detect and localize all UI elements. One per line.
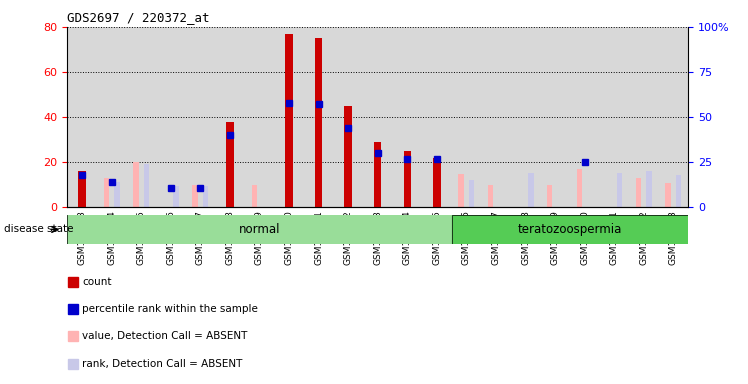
Bar xyxy=(174,186,179,207)
Text: percentile rank within the sample: percentile rank within the sample xyxy=(82,304,258,314)
Bar xyxy=(374,142,381,207)
Text: GDS2697 / 220372_at: GDS2697 / 220372_at xyxy=(67,12,210,25)
Bar xyxy=(676,175,681,207)
Bar xyxy=(636,178,641,207)
Bar xyxy=(126,27,156,207)
Bar xyxy=(528,173,533,207)
Bar xyxy=(433,158,441,207)
Bar xyxy=(79,171,86,207)
Text: rank, Detection Call = ABSENT: rank, Detection Call = ABSENT xyxy=(82,359,242,369)
Bar xyxy=(459,174,464,207)
Bar xyxy=(629,27,658,207)
Text: value, Detection Call = ABSENT: value, Detection Call = ABSENT xyxy=(82,331,248,341)
Bar xyxy=(186,27,215,207)
Bar xyxy=(226,122,233,207)
Bar xyxy=(452,27,481,207)
Bar xyxy=(67,27,97,207)
Bar xyxy=(245,27,275,207)
Bar xyxy=(481,27,511,207)
Bar xyxy=(452,215,688,244)
Bar xyxy=(646,171,652,207)
Bar xyxy=(192,185,197,207)
Bar xyxy=(599,27,629,207)
Bar xyxy=(422,27,452,207)
Bar xyxy=(404,151,411,207)
Bar xyxy=(104,178,109,207)
Bar xyxy=(570,27,599,207)
Bar xyxy=(488,185,494,207)
Bar xyxy=(540,27,570,207)
Bar xyxy=(285,34,292,207)
Bar xyxy=(275,27,304,207)
Bar xyxy=(511,27,540,207)
Bar xyxy=(203,186,209,207)
Bar xyxy=(393,27,422,207)
Text: normal: normal xyxy=(239,223,280,236)
Bar xyxy=(345,106,352,207)
Bar xyxy=(0,215,67,244)
Bar xyxy=(452,215,688,244)
Bar xyxy=(577,169,582,207)
Bar xyxy=(114,182,120,207)
Bar xyxy=(97,27,126,207)
Text: teratozoospermia: teratozoospermia xyxy=(518,223,622,236)
Bar xyxy=(334,27,363,207)
Bar xyxy=(666,182,671,207)
Bar xyxy=(315,38,322,207)
Bar xyxy=(304,27,334,207)
Bar xyxy=(215,27,245,207)
Bar xyxy=(251,185,257,207)
Bar xyxy=(547,185,553,207)
Bar xyxy=(658,27,688,207)
Bar xyxy=(469,180,474,207)
Bar xyxy=(133,162,138,207)
Text: disease state: disease state xyxy=(4,224,73,235)
Bar xyxy=(156,27,186,207)
Bar xyxy=(363,27,393,207)
Text: count: count xyxy=(82,277,111,287)
Bar xyxy=(617,173,622,207)
Bar xyxy=(144,164,149,207)
Bar xyxy=(67,215,452,244)
